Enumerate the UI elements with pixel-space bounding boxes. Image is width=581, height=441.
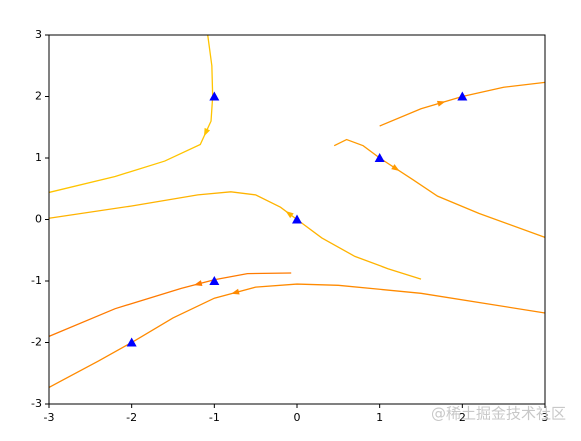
y-tick-label: 1	[35, 151, 42, 164]
streamline	[48, 34, 214, 194]
marker	[209, 91, 220, 101]
flow-arrow	[203, 127, 211, 137]
marker	[374, 153, 385, 162]
x-tick-label: 3	[542, 411, 549, 424]
flow-arrow	[285, 210, 294, 219]
watermark: @稀土掘金技术社区	[431, 405, 566, 423]
marker	[209, 276, 220, 285]
x-tick-label: -3	[44, 411, 55, 424]
y-tick-label: 3	[35, 28, 42, 41]
flow-arrow	[231, 288, 240, 295]
y-tick-label: 0	[35, 213, 42, 226]
y-tick-label: -2	[31, 336, 42, 349]
streamline	[333, 138, 546, 238]
flow-arrow	[391, 164, 400, 171]
y-tick-label: -3	[31, 397, 42, 410]
streamline	[48, 191, 422, 280]
x-tick-label: 1	[376, 411, 383, 424]
x-tick-label: -2	[126, 411, 137, 424]
x-tick-label: 2	[459, 411, 466, 424]
marker	[292, 214, 302, 224]
y-tick-label: 2	[35, 90, 42, 103]
streamline	[48, 272, 292, 337]
streamline	[48, 283, 546, 388]
streamline	[379, 81, 546, 127]
y-tick-label: -1	[31, 274, 42, 287]
x-tick-label: -1	[209, 411, 220, 424]
flow-arrow	[436, 100, 446, 107]
flow-arrow	[193, 280, 203, 286]
marker	[126, 337, 137, 347]
marker	[457, 91, 468, 101]
x-tick-label: 0	[294, 411, 301, 424]
